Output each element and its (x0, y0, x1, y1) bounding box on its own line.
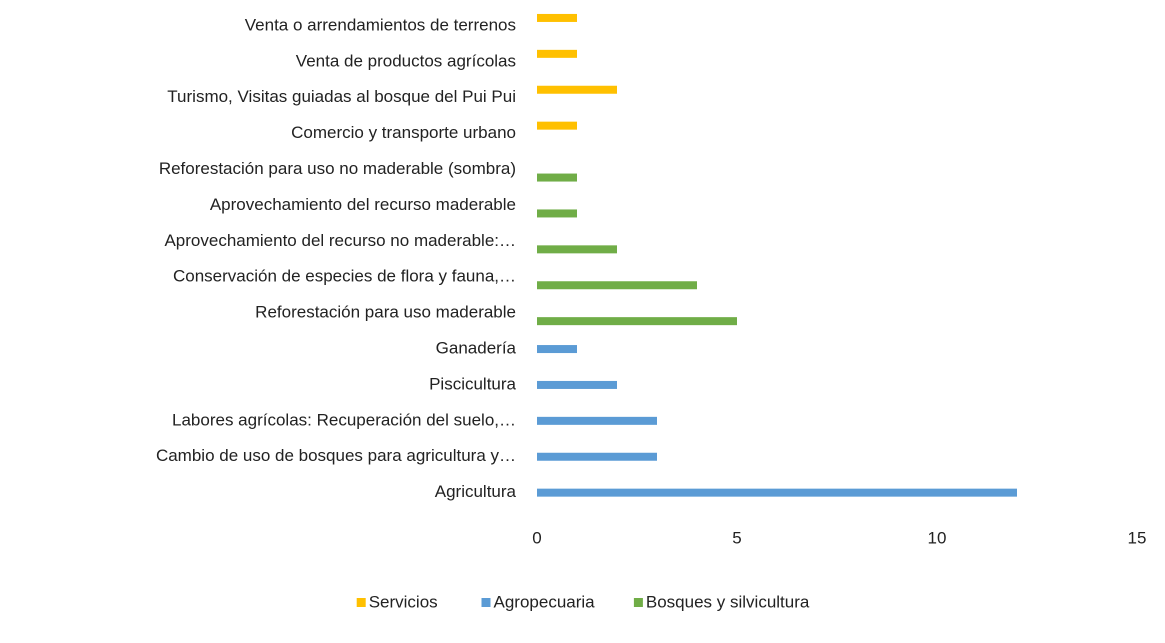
y-tick-label: Agricultura (435, 482, 517, 501)
y-tick-label: Cambio de uso de bosques para agricultur… (156, 446, 516, 465)
legend-swatch (356, 598, 366, 607)
bar (537, 85, 617, 94)
y-tick-label: Aprovechamiento del recurso maderable (210, 195, 516, 214)
legend-swatch (481, 598, 491, 607)
x-tick-label: 0 (532, 528, 541, 547)
x-tick-label: 15 (1128, 528, 1147, 547)
y-tick-label: Reforestación para uso no maderable (som… (159, 159, 516, 178)
x-tick-label: 10 (928, 528, 947, 547)
bar (537, 245, 617, 254)
bar (537, 488, 1017, 497)
y-tick-label: Turismo, Visitas guiadas al bosque del P… (167, 87, 516, 106)
bar (537, 121, 577, 130)
bar (537, 317, 737, 326)
legend-label: Bosques y silvicultura (646, 592, 810, 611)
legend-label: Servicios (369, 592, 438, 611)
bar (537, 281, 697, 290)
y-tick-label: Comercio y transporte urbano (291, 123, 516, 142)
x-tick-label: 5 (732, 528, 741, 547)
bar (537, 173, 577, 182)
y-tick-label: Conservación de especies de flora y faun… (173, 267, 516, 286)
y-tick-label: Reforestación para uso maderable (255, 303, 516, 322)
y-tick-label: Labores agrícolas: Recuperación del suel… (172, 410, 516, 429)
bar (537, 49, 577, 58)
y-tick-label: Venta de productos agrícolas (296, 51, 516, 70)
y-tick-label: Venta o arrendamientos de terrenos (245, 15, 516, 34)
bar (537, 209, 577, 218)
legend-swatch (633, 598, 643, 607)
bar (537, 452, 657, 461)
y-tick-label: Ganadería (436, 339, 517, 358)
bar (537, 416, 657, 425)
bar (537, 13, 577, 22)
bar (537, 345, 577, 354)
y-tick-label: Piscicultura (429, 374, 516, 393)
bar (537, 380, 617, 389)
y-tick-label: Aprovechamiento del recurso no maderable… (164, 231, 516, 250)
legend-label: Agropecuaria (494, 592, 596, 611)
